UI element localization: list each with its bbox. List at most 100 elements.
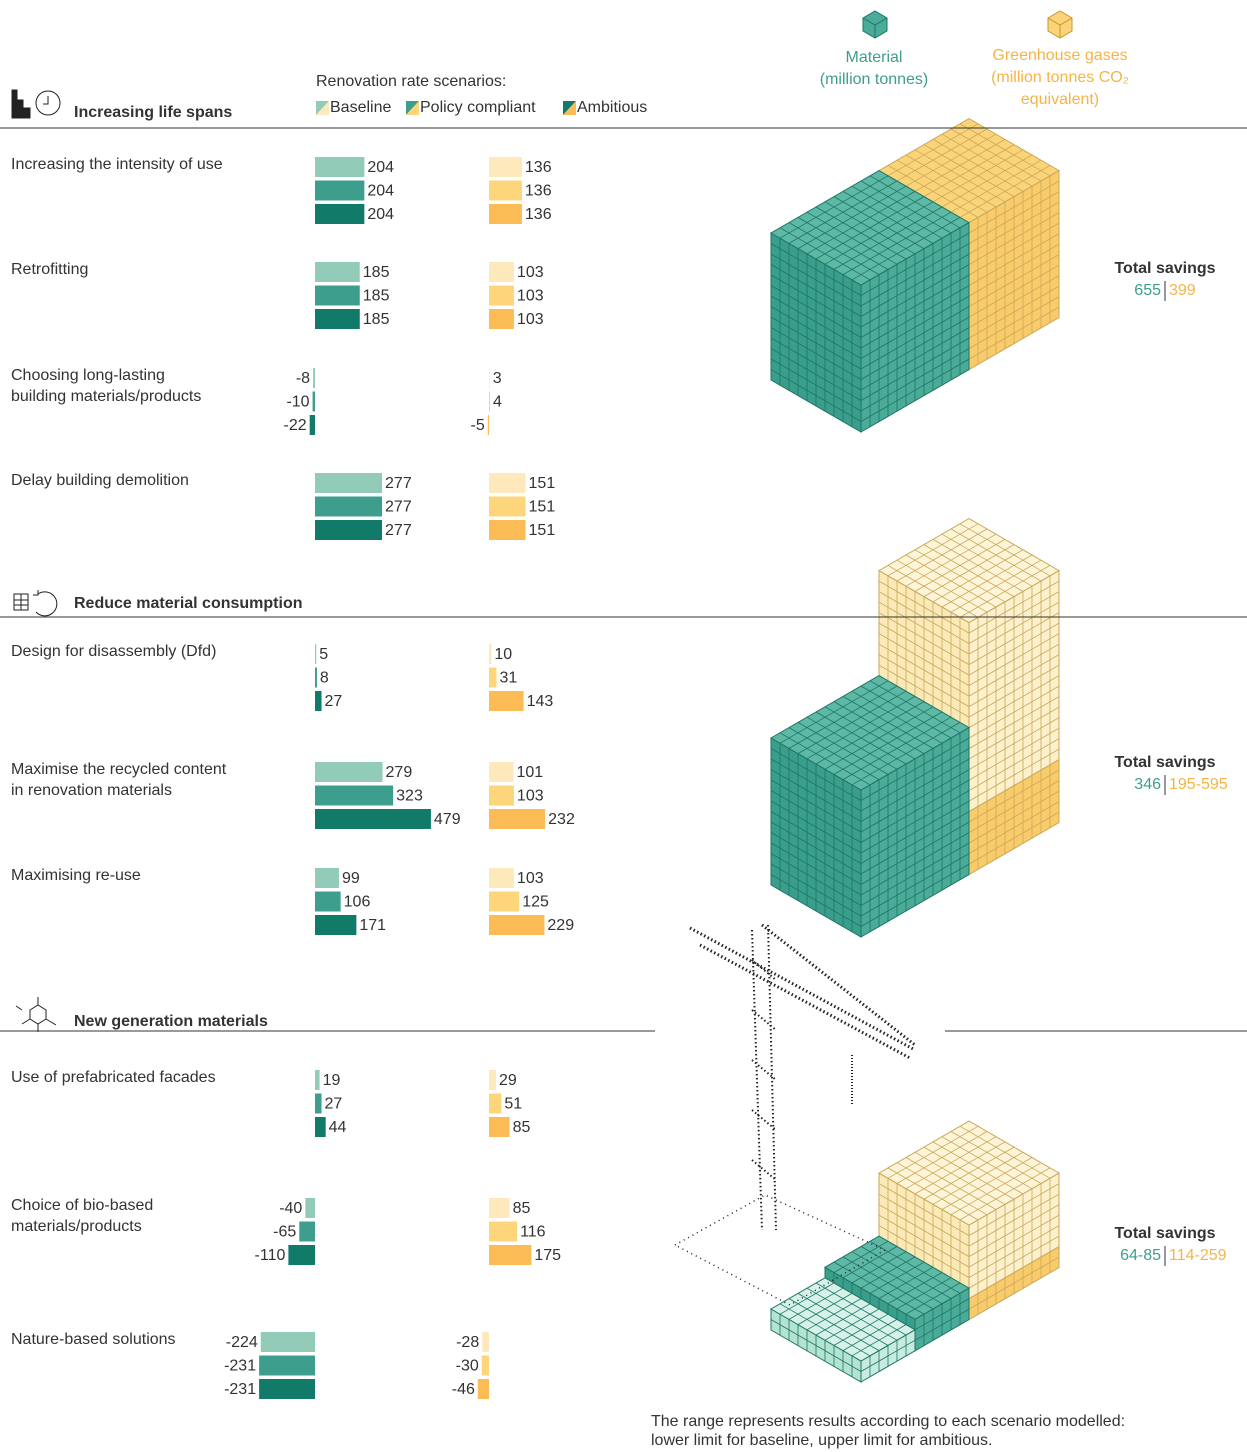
icon-reduce — [13, 590, 58, 617]
ghg-bar — [489, 520, 526, 540]
material-bar — [315, 644, 317, 664]
value-label: 175 — [534, 1247, 561, 1264]
value-label: 85 — [513, 1200, 531, 1217]
block-grid — [779, 680, 961, 786]
legend-swatch — [563, 101, 576, 115]
ghg-bar — [487, 415, 489, 435]
total-title: Total savings — [1114, 754, 1215, 771]
value-label: 106 — [344, 894, 371, 911]
value-label: 27 — [325, 1096, 343, 1113]
value-label: 4 — [493, 394, 502, 411]
section-title: Increasing life spans — [74, 104, 232, 121]
ghg-legend: Greenhouse gases — [992, 47, 1127, 64]
isometric-blocks — [770, 118, 1060, 1383]
total-title: Total savings — [1114, 1225, 1215, 1242]
value-label: 151 — [529, 522, 556, 539]
material-bar — [315, 309, 360, 329]
block-grid — [968, 764, 1060, 870]
row-label: Nature-based solutions — [11, 1331, 176, 1348]
value-label: 277 — [385, 522, 412, 539]
ghg-bar — [489, 473, 526, 493]
ghg-bar — [489, 691, 524, 711]
value-label: 185 — [363, 288, 390, 305]
value-label: -110 — [255, 1247, 286, 1264]
material-bar — [315, 809, 431, 829]
row-label: Retrofitting — [11, 261, 88, 278]
value-label: 185 — [363, 264, 390, 281]
value-label: 151 — [529, 499, 556, 516]
ghg-legend: equivalent) — [1021, 91, 1099, 108]
material-bar — [315, 473, 383, 493]
material-bar — [315, 785, 394, 806]
legend-label: Policy compliant — [420, 99, 536, 116]
material-bar — [305, 1198, 315, 1218]
ghg-bar — [477, 1379, 489, 1399]
total-material: 655 — [1134, 282, 1161, 299]
material-bar — [315, 762, 383, 782]
material-legend: (million tonnes) — [820, 71, 928, 88]
block-grid — [860, 732, 970, 932]
block-grid — [833, 1240, 961, 1315]
value-label: -224 — [226, 1334, 258, 1351]
material-bar — [315, 1070, 320, 1090]
value-label: -10 — [286, 394, 309, 411]
footnote: lower limit for baseline, upper limit fo… — [651, 1432, 992, 1449]
footnote: The range represents results according t… — [651, 1413, 1125, 1430]
ghg-legend: (million tonnes CO₂ — [991, 69, 1129, 86]
value-label: 10 — [494, 646, 512, 663]
ghg-bar — [489, 785, 514, 806]
value-label: 136 — [525, 206, 552, 223]
ghg-bar — [489, 262, 514, 282]
ghg-bar — [489, 809, 546, 829]
ghg-bar — [489, 667, 497, 688]
value-label: -22 — [284, 417, 307, 434]
legend-swatch — [406, 101, 419, 115]
material-bar — [315, 868, 339, 888]
value-label: 171 — [359, 917, 386, 934]
ghg-bar — [489, 1221, 518, 1242]
block-grid — [860, 1335, 916, 1377]
icon-new-materials — [15, 997, 57, 1032]
row-label: building materials/products — [11, 388, 201, 405]
material-bar — [259, 1355, 315, 1376]
ghg-bar — [489, 496, 526, 517]
material-bar — [315, 1093, 322, 1114]
material-bar — [315, 180, 365, 201]
value-label: 185 — [363, 311, 390, 328]
ghg-bar — [489, 1093, 502, 1114]
value-label: -5 — [471, 417, 485, 434]
ghg-bar — [489, 762, 514, 782]
block-grid — [968, 1251, 1060, 1315]
material-cube-icon — [862, 10, 888, 39]
value-label: -231 — [224, 1381, 256, 1398]
value-label: 151 — [529, 475, 556, 492]
ghg-bar — [489, 285, 514, 306]
value-label: 29 — [499, 1072, 517, 1089]
material-bar — [315, 262, 360, 282]
material-bar — [315, 204, 365, 224]
total-material: 64-85 — [1120, 1247, 1161, 1264]
block-grid — [968, 575, 1060, 807]
value-label: 277 — [385, 499, 412, 516]
total-ghg: 399 — [1169, 282, 1196, 299]
material-bar — [260, 1332, 315, 1352]
material-legend: Material — [846, 49, 903, 66]
value-label: -46 — [452, 1381, 475, 1398]
material-bar — [315, 1117, 326, 1137]
value-label: 204 — [367, 206, 394, 223]
ghg-bar — [481, 1355, 489, 1376]
ghg-bar — [489, 644, 492, 664]
block-grid — [914, 1293, 970, 1346]
section-title: Reduce material consumption — [74, 595, 303, 612]
value-label: 103 — [517, 288, 544, 305]
material-bar — [312, 391, 315, 412]
ghg-bar — [489, 868, 514, 888]
value-label: 103 — [517, 788, 544, 805]
ghg-bar — [489, 891, 520, 912]
value-label: 125 — [522, 894, 549, 911]
row-label: Maximise the recycled content — [11, 761, 227, 778]
material-bar — [288, 1245, 315, 1265]
block-grid — [770, 743, 862, 932]
value-label: 136 — [525, 183, 552, 200]
material-bar — [313, 368, 315, 388]
